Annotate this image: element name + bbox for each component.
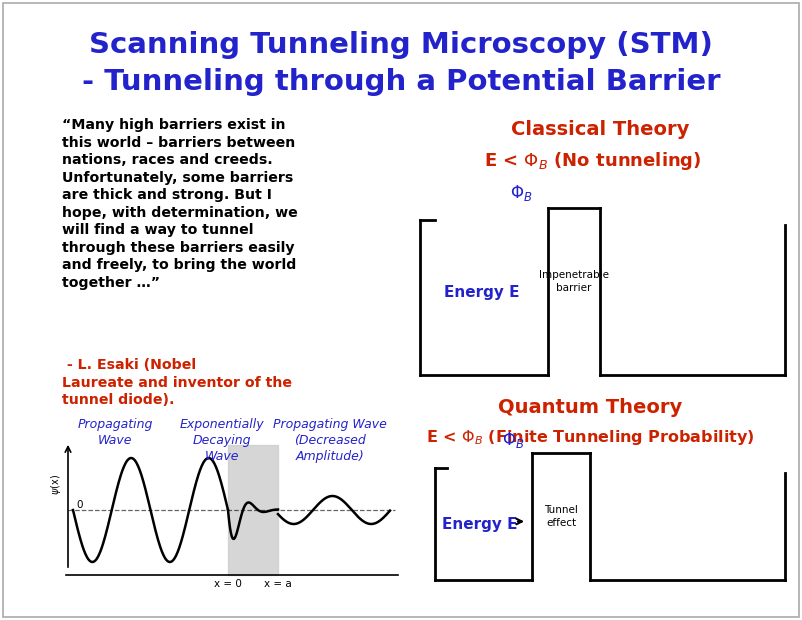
Text: Classical Theory: Classical Theory: [511, 120, 689, 139]
Text: Propagating Wave
(Decreased
Amplitude): Propagating Wave (Decreased Amplitude): [273, 418, 387, 463]
Bar: [228, 445, 278, 575]
Text: Energy E: Energy E: [444, 285, 520, 300]
Text: $\psi$(x): $\psi$(x): [49, 474, 63, 495]
Text: x = a: x = a: [264, 579, 292, 589]
Text: E < $\Phi_B$ (Finite Tunneling Probability): E < $\Phi_B$ (Finite Tunneling Probabili…: [426, 428, 755, 447]
Text: 0: 0: [77, 500, 83, 510]
Text: x = 0: x = 0: [214, 579, 242, 589]
Text: - Tunneling through a Potential Barrier: - Tunneling through a Potential Barrier: [82, 68, 720, 96]
Text: Propagating
Wave: Propagating Wave: [77, 418, 152, 447]
Text: “Many high barriers exist in
this world – barriers between
nations, races and cr: “Many high barriers exist in this world …: [62, 118, 298, 290]
Text: Tunnel
effect: Tunnel effect: [544, 505, 578, 528]
Text: Exponentially
Decaying
Wave: Exponentially Decaying Wave: [180, 418, 265, 463]
Text: - L. Esaki (Nobel
Laureate and inventor of the
tunnel diode).: - L. Esaki (Nobel Laureate and inventor …: [62, 358, 292, 407]
Text: Impenetrable
barrier: Impenetrable barrier: [539, 270, 609, 293]
Text: $\Phi_B$: $\Phi_B$: [510, 183, 533, 203]
Text: Energy E: Energy E: [442, 516, 518, 531]
Text: Scanning Tunneling Microscopy (STM): Scanning Tunneling Microscopy (STM): [89, 31, 713, 59]
Text: E < $\Phi_B$ (No tunneling): E < $\Phi_B$ (No tunneling): [484, 150, 702, 172]
Text: Quantum Theory: Quantum Theory: [498, 398, 683, 417]
Text: $\Phi_B$: $\Phi_B$: [502, 430, 525, 450]
